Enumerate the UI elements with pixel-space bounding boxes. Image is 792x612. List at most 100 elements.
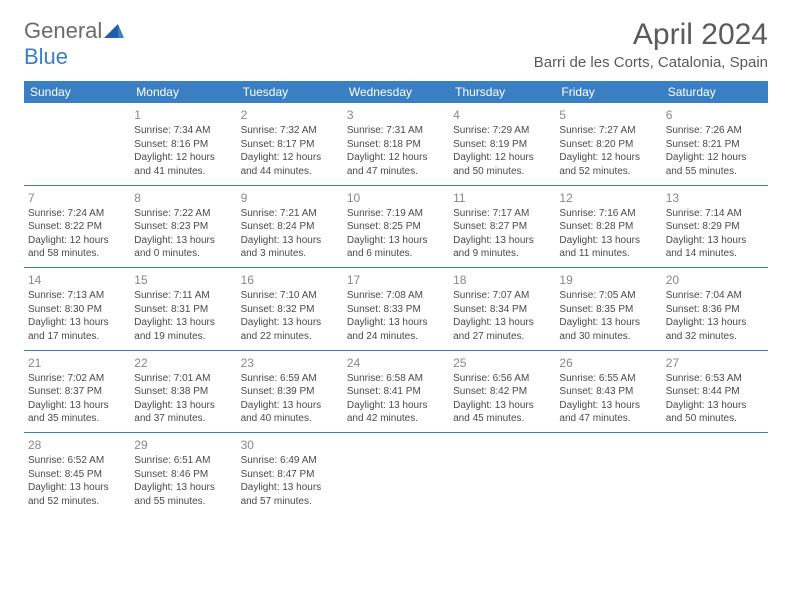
daylight-text: and 32 minutes.: [666, 330, 764, 344]
daylight-text: Daylight: 12 hours: [28, 234, 126, 248]
day-number: 20: [666, 272, 764, 288]
daylight-text: and 3 minutes.: [241, 247, 339, 261]
logo-general: General: [24, 18, 102, 43]
sunset-text: Sunset: 8:41 PM: [347, 385, 445, 399]
daylight-text: and 50 minutes.: [666, 412, 764, 426]
sunset-text: Sunset: 8:32 PM: [241, 303, 339, 317]
daylight-text: Daylight: 13 hours: [666, 316, 764, 330]
calendar-day-cell: 6Sunrise: 7:26 AMSunset: 8:21 PMDaylight…: [662, 103, 768, 185]
sunset-text: Sunset: 8:20 PM: [559, 138, 657, 152]
daylight-text: Daylight: 13 hours: [134, 399, 232, 413]
daylight-text: and 58 minutes.: [28, 247, 126, 261]
sunrise-text: Sunrise: 7:17 AM: [453, 207, 551, 221]
sunset-text: Sunset: 8:23 PM: [134, 220, 232, 234]
calendar-day-cell: 24Sunrise: 6:58 AMSunset: 8:41 PMDayligh…: [343, 351, 449, 433]
day-number: 13: [666, 190, 764, 206]
calendar-day-cell: 4Sunrise: 7:29 AMSunset: 8:19 PMDaylight…: [449, 103, 555, 185]
sunrise-text: Sunrise: 6:59 AM: [241, 372, 339, 386]
day-number: 24: [347, 355, 445, 371]
sunrise-text: Sunrise: 7:34 AM: [134, 124, 232, 138]
daylight-text: Daylight: 13 hours: [241, 316, 339, 330]
sunset-text: Sunset: 8:38 PM: [134, 385, 232, 399]
day-number: 30: [241, 437, 339, 453]
day-header: Wednesday: [343, 81, 449, 103]
daylight-text: and 47 minutes.: [559, 412, 657, 426]
sunrise-text: Sunrise: 7:01 AM: [134, 372, 232, 386]
daylight-text: and 24 minutes.: [347, 330, 445, 344]
sunset-text: Sunset: 8:25 PM: [347, 220, 445, 234]
daylight-text: Daylight: 13 hours: [134, 316, 232, 330]
sunrise-text: Sunrise: 7:14 AM: [666, 207, 764, 221]
calendar-day-cell: 14Sunrise: 7:13 AMSunset: 8:30 PMDayligh…: [24, 268, 130, 350]
calendar-day-cell: 20Sunrise: 7:04 AMSunset: 8:36 PMDayligh…: [662, 268, 768, 350]
daylight-text: and 11 minutes.: [559, 247, 657, 261]
daylight-text: Daylight: 13 hours: [28, 316, 126, 330]
calendar-day-cell: 12Sunrise: 7:16 AMSunset: 8:28 PMDayligh…: [555, 186, 661, 268]
sunrise-text: Sunrise: 7:22 AM: [134, 207, 232, 221]
calendar-day-cell: [343, 433, 449, 515]
day-number: 26: [559, 355, 657, 371]
daylight-text: Daylight: 13 hours: [559, 234, 657, 248]
calendar-day-cell: 27Sunrise: 6:53 AMSunset: 8:44 PMDayligh…: [662, 351, 768, 433]
day-number: 3: [347, 107, 445, 123]
sunset-text: Sunset: 8:35 PM: [559, 303, 657, 317]
sunrise-text: Sunrise: 6:58 AM: [347, 372, 445, 386]
calendar-day-cell: 26Sunrise: 6:55 AMSunset: 8:43 PMDayligh…: [555, 351, 661, 433]
daylight-text: and 41 minutes.: [134, 165, 232, 179]
daylight-text: and 57 minutes.: [241, 495, 339, 509]
day-number: 7: [28, 190, 126, 206]
daylight-text: Daylight: 12 hours: [241, 151, 339, 165]
calendar-day-cell: 21Sunrise: 7:02 AMSunset: 8:37 PMDayligh…: [24, 351, 130, 433]
daylight-text: Daylight: 12 hours: [453, 151, 551, 165]
sunrise-text: Sunrise: 7:11 AM: [134, 289, 232, 303]
sunrise-text: Sunrise: 6:56 AM: [453, 372, 551, 386]
sunset-text: Sunset: 8:46 PM: [134, 468, 232, 482]
calendar-day-cell: 10Sunrise: 7:19 AMSunset: 8:25 PMDayligh…: [343, 186, 449, 268]
daylight-text: and 42 minutes.: [347, 412, 445, 426]
calendar-day-cell: 1Sunrise: 7:34 AMSunset: 8:16 PMDaylight…: [130, 103, 236, 185]
daylight-text: Daylight: 13 hours: [241, 399, 339, 413]
calendar-week-row: 1Sunrise: 7:34 AMSunset: 8:16 PMDaylight…: [24, 103, 768, 185]
sunset-text: Sunset: 8:24 PM: [241, 220, 339, 234]
daylight-text: Daylight: 12 hours: [347, 151, 445, 165]
day-number: 28: [28, 437, 126, 453]
calendar-day-cell: 13Sunrise: 7:14 AMSunset: 8:29 PMDayligh…: [662, 186, 768, 268]
daylight-text: Daylight: 13 hours: [666, 399, 764, 413]
sunrise-text: Sunrise: 7:10 AM: [241, 289, 339, 303]
sunrise-text: Sunrise: 7:04 AM: [666, 289, 764, 303]
sunset-text: Sunset: 8:39 PM: [241, 385, 339, 399]
day-number: 5: [559, 107, 657, 123]
day-number: 9: [241, 190, 339, 206]
calendar-day-cell: 28Sunrise: 6:52 AMSunset: 8:45 PMDayligh…: [24, 433, 130, 515]
daylight-text: and 17 minutes.: [28, 330, 126, 344]
sunset-text: Sunset: 8:31 PM: [134, 303, 232, 317]
sunrise-text: Sunrise: 7:13 AM: [28, 289, 126, 303]
day-number: 1: [134, 107, 232, 123]
title-block: April 2024 Barri de les Corts, Catalonia…: [534, 18, 768, 71]
day-number: 4: [453, 107, 551, 123]
calendar-day-cell: [662, 433, 768, 515]
calendar-day-cell: 25Sunrise: 6:56 AMSunset: 8:42 PMDayligh…: [449, 351, 555, 433]
daylight-text: Daylight: 13 hours: [347, 234, 445, 248]
day-header: Sunday: [24, 81, 130, 103]
calendar-day-cell: 30Sunrise: 6:49 AMSunset: 8:47 PMDayligh…: [237, 433, 343, 515]
sunset-text: Sunset: 8:37 PM: [28, 385, 126, 399]
day-number: 14: [28, 272, 126, 288]
sunrise-text: Sunrise: 7:02 AM: [28, 372, 126, 386]
sunrise-text: Sunrise: 7:05 AM: [559, 289, 657, 303]
daylight-text: Daylight: 12 hours: [559, 151, 657, 165]
sunrise-text: Sunrise: 6:53 AM: [666, 372, 764, 386]
calendar-week-row: 28Sunrise: 6:52 AMSunset: 8:45 PMDayligh…: [24, 433, 768, 515]
daylight-text: Daylight: 12 hours: [666, 151, 764, 165]
daylight-text: and 14 minutes.: [666, 247, 764, 261]
sunset-text: Sunset: 8:44 PM: [666, 385, 764, 399]
sunrise-text: Sunrise: 7:19 AM: [347, 207, 445, 221]
calendar-day-cell: 16Sunrise: 7:10 AMSunset: 8:32 PMDayligh…: [237, 268, 343, 350]
daylight-text: and 50 minutes.: [453, 165, 551, 179]
calendar-page: General Blue April 2024 Barri de les Cor…: [0, 0, 792, 533]
day-number: 11: [453, 190, 551, 206]
daylight-text: and 6 minutes.: [347, 247, 445, 261]
sunset-text: Sunset: 8:30 PM: [28, 303, 126, 317]
day-header-row: Sunday Monday Tuesday Wednesday Thursday…: [24, 81, 768, 103]
sunrise-text: Sunrise: 7:21 AM: [241, 207, 339, 221]
